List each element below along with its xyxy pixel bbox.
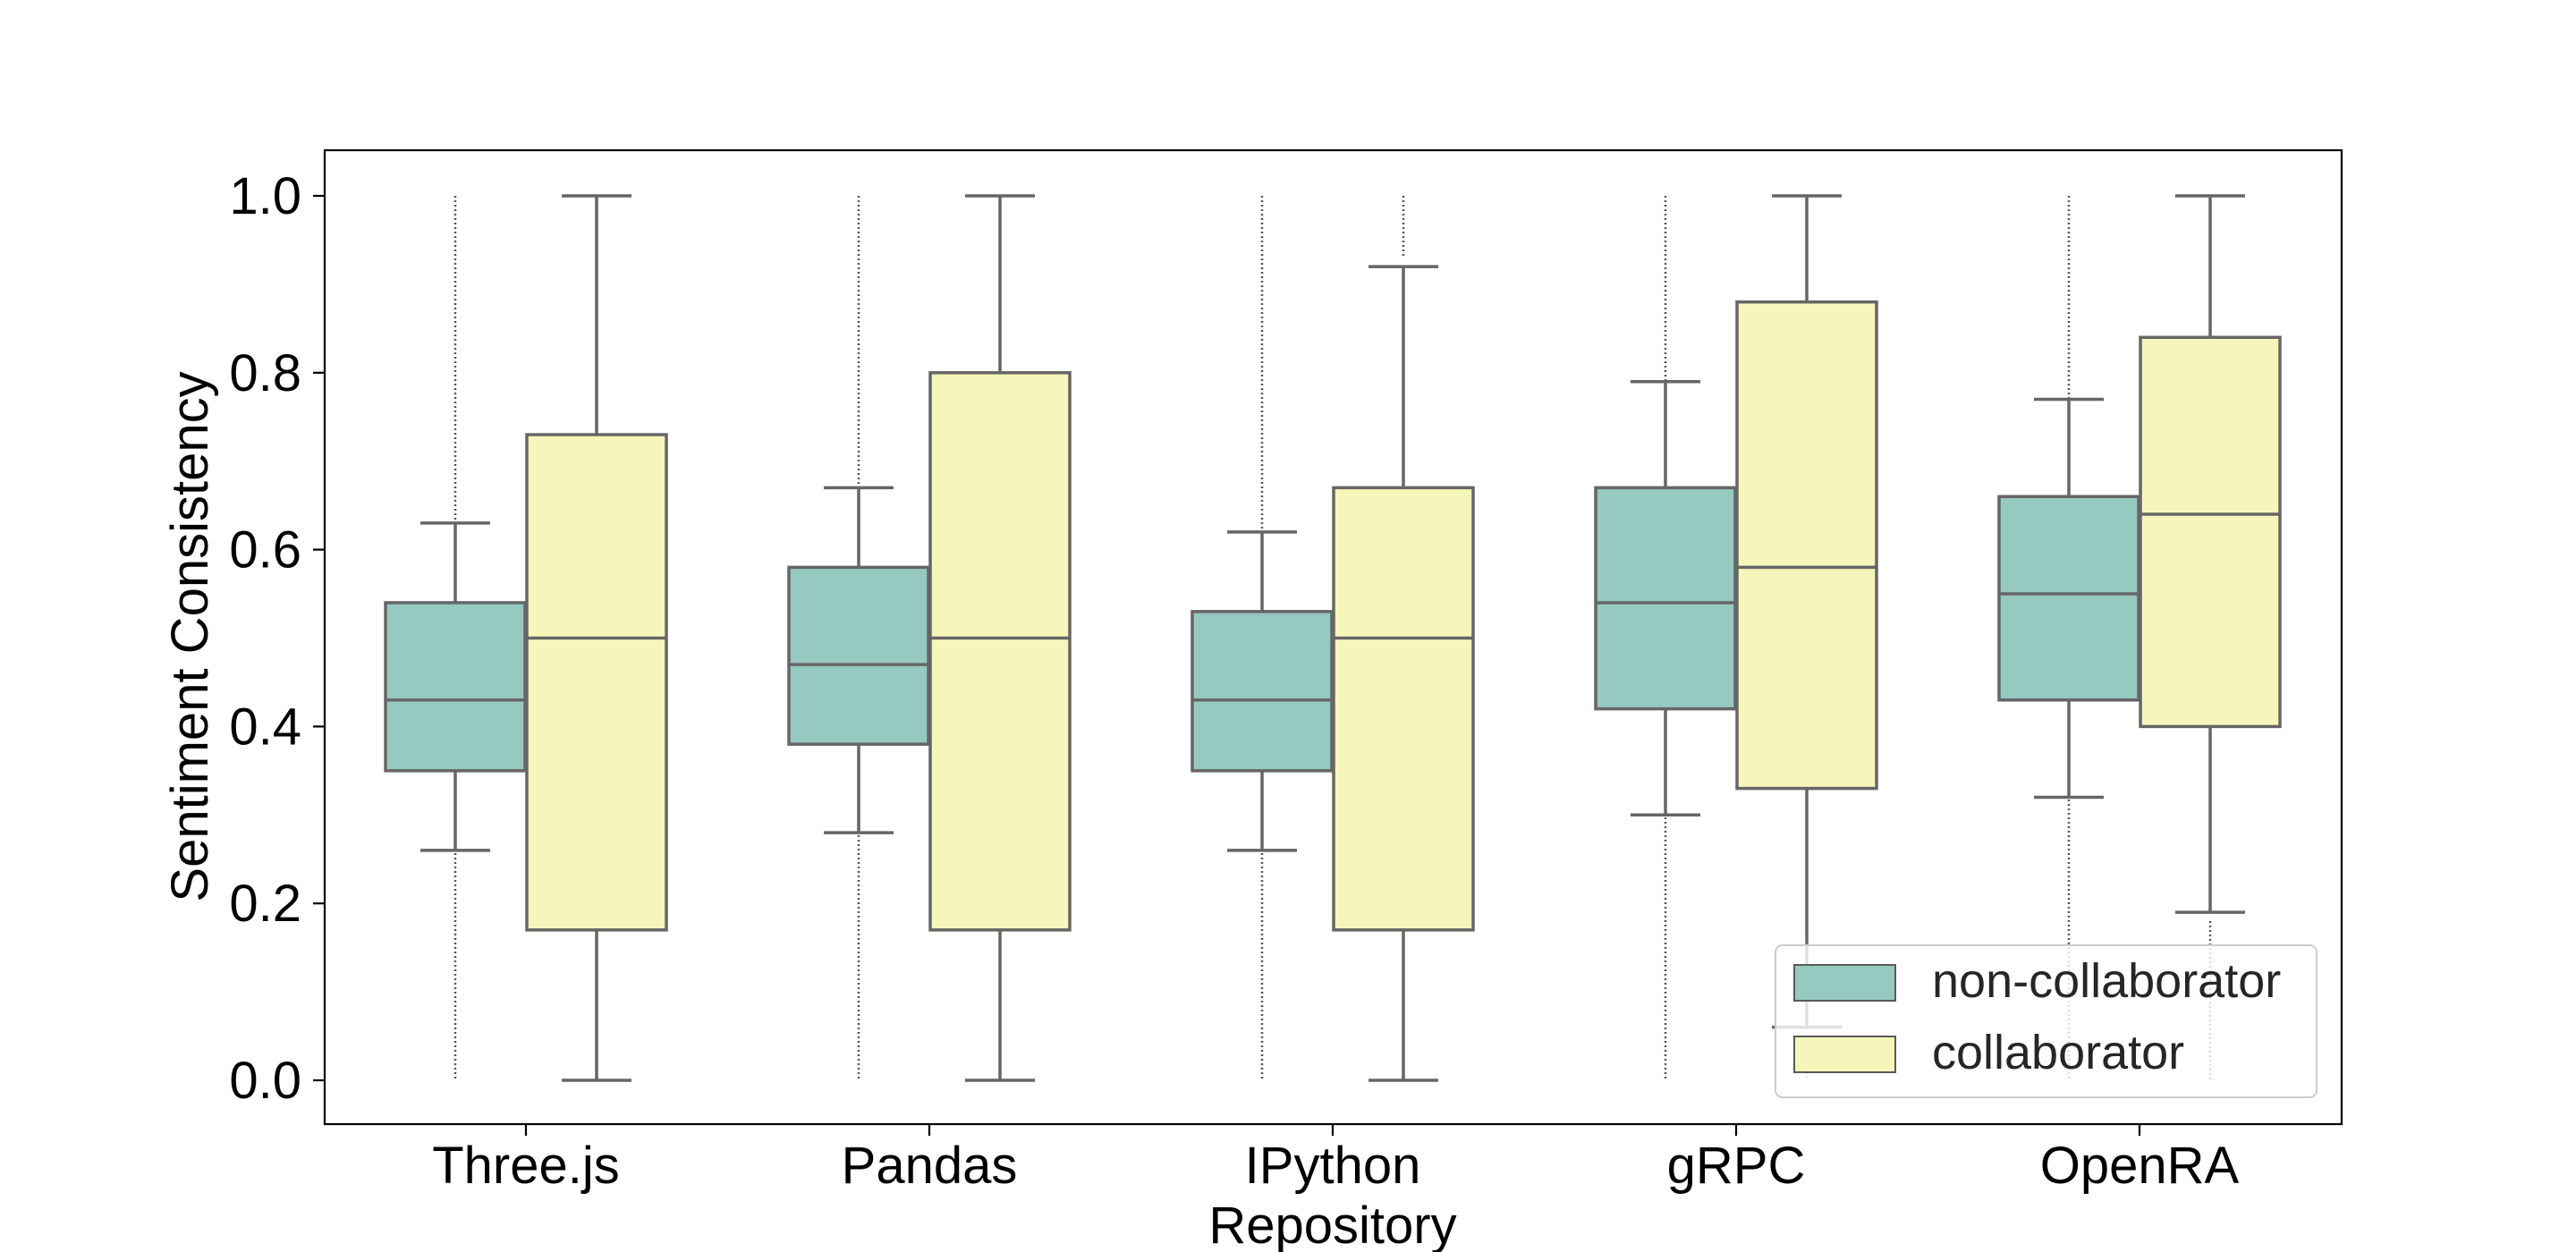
box-collaborator-ipython <box>1332 196 1475 1082</box>
box-collaborator-grpc <box>1735 194 1878 1080</box>
y-axis-label: Sentiment Consistency <box>161 371 219 901</box>
iqr-box-collaborator-ipython <box>1332 486 1475 932</box>
y-tick-label-5: 1.0 <box>229 167 301 225</box>
iqr-box-non-collaborator-ipython <box>1191 610 1334 773</box>
x-axis-label: Repository <box>1208 1197 1456 1252</box>
legend-swatch-collaborator <box>1793 1036 1896 1073</box>
legend-label-collaborator: collaborator <box>1932 1026 2184 1079</box>
iqr-box-collaborator-openra <box>2139 335 2282 729</box>
x-tick-label-grpc: gRPC <box>1667 1137 1806 1195</box>
iqr-box-non-collaborator-pandas <box>787 565 930 746</box>
box-collaborator-pandas <box>928 194 1072 1082</box>
plot-layer <box>384 194 2282 1082</box>
legend-swatch-non-collaborator <box>1793 964 1896 1002</box>
iqr-box-non-collaborator-openra <box>1997 495 2140 702</box>
x-tick-label-pandas: Pandas <box>842 1137 1018 1195</box>
legend: non-collaborator collaborator <box>1775 944 2318 1098</box>
iqr-box-non-collaborator-grpc <box>1594 486 1737 711</box>
legend-frame <box>1775 944 2318 1098</box>
iqr-box-non-collaborator-three-js <box>384 601 527 773</box>
y-tick-label-0: 0.0 <box>229 1052 301 1110</box>
legend-label-non-collaborator: non-collaborator <box>1932 954 2281 1008</box>
iqr-box-collaborator-three-js <box>525 433 668 932</box>
box-non-collaborator-grpc <box>1594 196 1737 1080</box>
box-non-collaborator-openra <box>1997 196 2140 1080</box>
y-axis: 0.0 0.2 0.4 0.6 0.8 1.0 <box>229 167 325 1110</box>
iqr-box-collaborator-pandas <box>928 371 1072 932</box>
y-tick-label-4: 0.8 <box>229 344 301 402</box>
box-collaborator-three-js <box>525 194 668 1082</box>
x-tick-label-ipython: IPython <box>1245 1137 1421 1195</box>
box-non-collaborator-three-js <box>384 196 527 1080</box>
box-collaborator-openra <box>2139 194 2282 1080</box>
y-tick-label-1: 0.2 <box>229 875 301 933</box>
x-axis: Three.js Pandas IPython gRPC OpenRA <box>432 1124 2240 1195</box>
y-tick-label-3: 0.6 <box>229 521 301 579</box>
box-non-collaborator-ipython <box>1191 196 1334 1080</box>
x-tick-label-three-js: Three.js <box>432 1137 620 1195</box>
x-tick-label-openra: OpenRA <box>2040 1137 2240 1195</box>
y-tick-label-2: 0.4 <box>229 698 301 756</box>
box-non-collaborator-pandas <box>787 196 930 1080</box>
iqr-box-collaborator-grpc <box>1735 300 1878 791</box>
